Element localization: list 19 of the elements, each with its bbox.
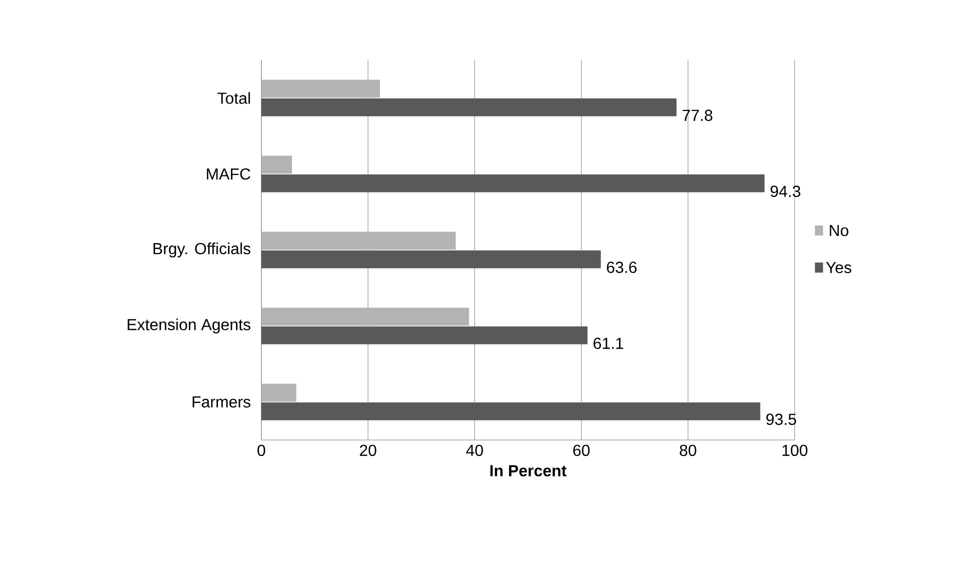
data-label: 94.3 bbox=[770, 186, 800, 198]
x-tick-label: 20 bbox=[360, 444, 376, 456]
x-tick-label: 60 bbox=[573, 444, 590, 456]
y-tick-label: MAFC bbox=[206, 168, 250, 180]
x-axis-title: In Percent bbox=[490, 465, 566, 477]
x-tick-label: 40 bbox=[466, 444, 483, 456]
y-tick-label: Total bbox=[218, 92, 250, 104]
data-label: 77.8 bbox=[682, 110, 712, 122]
legend-label: No bbox=[830, 225, 848, 236]
y-tick-label: Brgy. Officials bbox=[154, 242, 250, 258]
data-label: 63.6 bbox=[606, 262, 637, 274]
x-tick-label: 100 bbox=[782, 444, 808, 456]
x-tick-label: 80 bbox=[680, 444, 696, 456]
data-label: 93.5 bbox=[766, 414, 796, 426]
legend-label: Yes bbox=[826, 262, 852, 274]
x-tick-label: 0 bbox=[258, 444, 266, 456]
data-label: 61.1 bbox=[594, 338, 624, 350]
y-tick-label: Extension Agents bbox=[128, 318, 250, 334]
y-tick-label: Farmers bbox=[192, 396, 250, 408]
